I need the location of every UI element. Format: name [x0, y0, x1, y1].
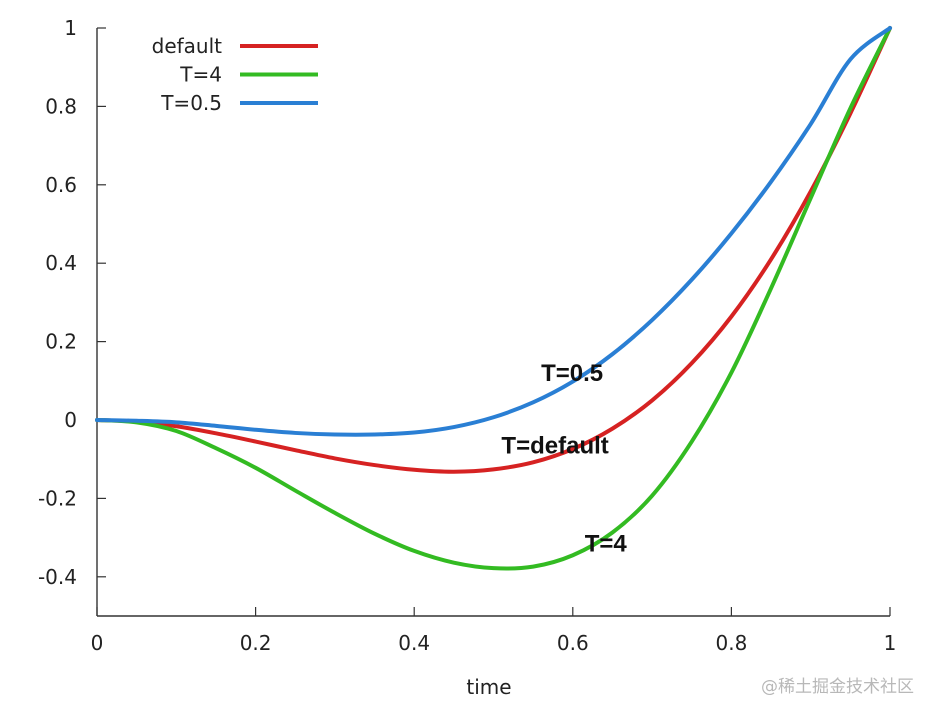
- x-tick-label: 1: [884, 631, 897, 655]
- y-tick-label: 0: [64, 408, 77, 432]
- legend-label: T=0.5: [160, 91, 222, 115]
- legend-label: T=4: [179, 63, 222, 87]
- x-tick-label: 0.2: [240, 631, 272, 655]
- x-tick-label: 0.4: [398, 631, 430, 655]
- axes: [96, 28, 890, 617]
- legend: default T=4 T=0.5: [152, 34, 318, 115]
- y-tick-label: 0.6: [45, 173, 77, 197]
- x-tick-label: 0: [91, 631, 104, 655]
- x-axis-title: time: [466, 675, 511, 699]
- series-line-2: [95, 26, 892, 437]
- y-tick-label: 0.4: [45, 251, 77, 275]
- ticks: 0 0.2 0.4 0.6 0.8 1 -0.4 -0.2 0 0.2 0.4 0.6 0.8 1: [38, 16, 896, 655]
- series-line-0: [95, 26, 892, 474]
- curve-annotation: T=0.5: [541, 360, 603, 387]
- x-tick-label: 0.8: [715, 631, 747, 655]
- series-lines: [95, 26, 892, 571]
- y-tick-label: 0.8: [45, 94, 77, 118]
- y-tick-label: 1: [64, 16, 77, 40]
- curve-annotation: T=default: [501, 432, 608, 459]
- curve-annotations: T=0.5 T=default T=4: [501, 360, 627, 558]
- curve-annotation: T=4: [585, 530, 628, 557]
- y-tick-label: 0.2: [45, 330, 77, 354]
- series-line-1: [95, 26, 892, 571]
- x-tick-label: 0.6: [557, 631, 589, 655]
- y-tick-label: -0.2: [38, 486, 77, 510]
- y-tick-label: -0.4: [38, 565, 77, 589]
- watermark: @稀土掘金技术社区: [761, 677, 914, 697]
- legend-label: default: [152, 34, 223, 58]
